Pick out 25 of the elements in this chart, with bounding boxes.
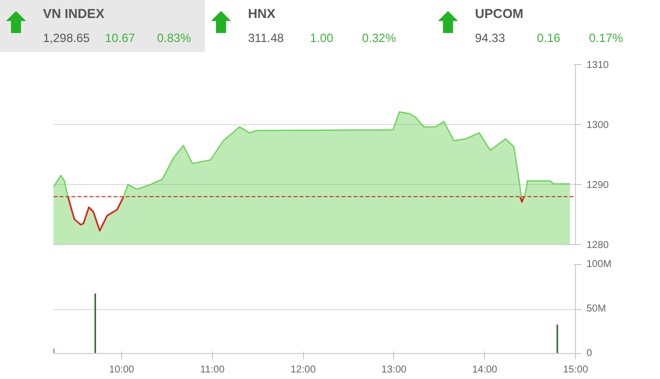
x-tick-label: 14:00 [472,364,498,376]
y-tick-label: 1280 [586,240,610,251]
text: 1,298.65 [43,30,91,47]
y-tick-label: 50M [586,304,606,314]
x-tick-label: 11:00 [200,364,225,376]
text: 1.00 [310,30,334,47]
text: 0.32% [362,30,398,47]
text: 0.16 [537,30,562,47]
text: VN INDEX [43,5,104,23]
text: 0.83% [157,30,192,47]
text: 94.33 [475,30,506,47]
y-tick-label: 0 [586,348,592,359]
x-tick-label: 13:00 [381,364,407,376]
y-tick-label: 1290 [586,180,610,191]
text: 311.48 [248,30,285,47]
x-tick-label: 12:00 [290,364,316,376]
text: 0.17% [589,30,624,47]
text: 10.67 [105,30,136,47]
x-tick-label: 15:00 [562,364,588,376]
text: HNX [248,5,276,23]
y-tick-label: 100M [586,259,612,270]
y-tick-label: 1310 [586,60,610,71]
x-tick-label: 10:00 [109,364,135,376]
text: UPCOM [475,5,524,23]
y-tick-label: 1300 [586,120,610,131]
